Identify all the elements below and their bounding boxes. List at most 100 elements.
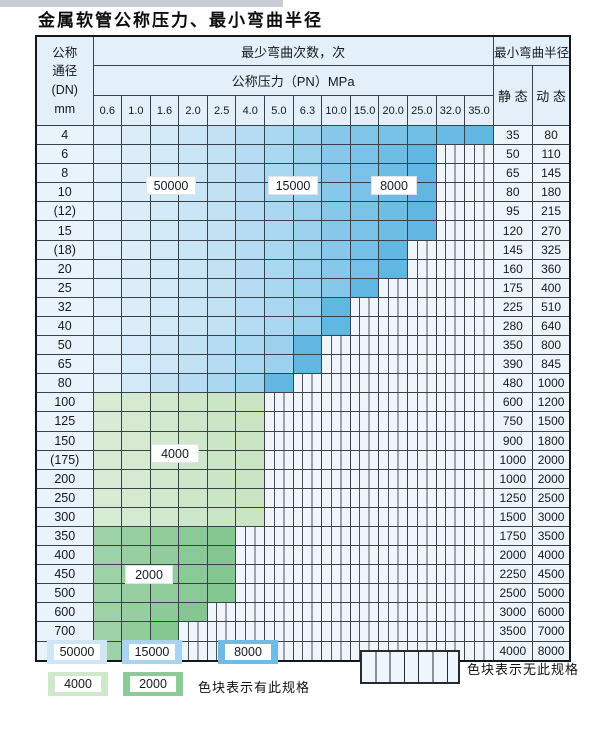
bend-cell [149, 545, 180, 566]
bend-cell [464, 239, 494, 260]
bend-cycles-value-label: 15000 [268, 176, 318, 195]
bend-cell [407, 545, 437, 566]
bend-cell [264, 373, 294, 394]
bend-cell [121, 545, 151, 566]
dynamic-radius-cell: 4500 [531, 564, 571, 585]
bend-cell [378, 201, 409, 222]
bend-cell [378, 144, 409, 165]
bend-cell [206, 220, 237, 241]
bend-cell [407, 487, 437, 508]
bend-cell [178, 144, 208, 165]
bend-cell [435, 583, 466, 604]
bend-cell [349, 201, 380, 222]
bend-cell [464, 506, 494, 527]
pn-column-header: 5.0 [264, 95, 294, 126]
bend-cell [378, 296, 409, 317]
bend-cell [235, 468, 266, 489]
bend-cell [407, 449, 437, 470]
static-radius-cell: 900 [492, 430, 533, 451]
bend-cell [235, 411, 266, 432]
bend-cell [235, 277, 266, 298]
bend-cell [92, 525, 123, 547]
bend-cell [407, 239, 437, 260]
dn-label-cell: 350 [35, 525, 94, 547]
dynamic-radius-cell: 2500 [531, 487, 571, 508]
dynamic-radius-cell: 510 [531, 296, 571, 317]
bend-cell [435, 468, 466, 489]
bend-cell [292, 640, 323, 662]
bend-cell [149, 354, 180, 375]
bend-cell [321, 545, 351, 566]
bend-cell [292, 124, 323, 146]
bend-cell [178, 258, 208, 279]
bend-cell [121, 258, 151, 279]
bend-cell [464, 411, 494, 432]
pressure-header: 公称压力（PN）MPa [92, 65, 494, 96]
bend-cell [321, 506, 351, 527]
bend-cell [349, 335, 380, 356]
bend-cell [435, 239, 466, 260]
bend-cycles-value-label: 2000 [125, 565, 173, 584]
bend-cell [178, 373, 208, 394]
bend-cell [206, 277, 237, 298]
legend-swatch-label: 4000 [55, 676, 101, 692]
bend-cell [349, 277, 380, 298]
bend-cell [178, 392, 208, 413]
bend-cell [92, 124, 123, 146]
dn-label-cell: 200 [35, 468, 94, 489]
legend-swatch-label: 50000 [54, 644, 100, 660]
dn-label-cell: 300 [35, 506, 94, 527]
bend-cell [206, 468, 237, 489]
bend-cell [464, 487, 494, 508]
bend-cell [321, 124, 351, 146]
bend-cell [349, 315, 380, 337]
bend-cell [206, 545, 237, 566]
dn-label-cell: 50 [35, 335, 94, 356]
dn-label-cell: 400 [35, 545, 94, 566]
bend-cell [378, 315, 409, 337]
bend-cycles-value-label: 4000 [151, 444, 199, 463]
bend-cell [321, 335, 351, 356]
bend-cell [349, 545, 380, 566]
bend-cell [349, 354, 380, 375]
bend-cell [149, 487, 180, 508]
bend-cell [464, 277, 494, 298]
bend-cell [235, 506, 266, 527]
bend-cell [264, 220, 294, 241]
bend-cell [149, 602, 180, 623]
bend-cell [235, 583, 266, 604]
static-radius-cell: 120 [492, 220, 533, 241]
table-row: 200 1000 2000 [35, 468, 571, 489]
static-radius-cell: 600 [492, 392, 533, 413]
dynamic-radius-cell: 4000 [531, 545, 571, 566]
bend-cell [264, 315, 294, 337]
dynamic-radius-cell: 400 [531, 277, 571, 298]
bend-cell [235, 487, 266, 508]
dn-label-cell: 450 [35, 564, 94, 585]
bend-cell [349, 258, 380, 279]
static-radius-cell: 50 [492, 144, 533, 165]
bend-cell [407, 144, 437, 165]
dn-label-cell: 8 [35, 163, 94, 184]
bend-cell [321, 468, 351, 489]
bend-cell [464, 220, 494, 241]
bend-cell [464, 258, 494, 279]
bend-cell [92, 392, 123, 413]
bend-cell [321, 239, 351, 260]
bend-cell [292, 354, 323, 375]
bend-cycles-header: 最少弯曲次数，次 [92, 35, 494, 66]
bend-cell [292, 277, 323, 298]
dynamic-radius-cell: 5000 [531, 583, 571, 604]
bend-cell [321, 640, 351, 662]
table-row: 80040008000 [35, 640, 571, 662]
bend-cell [235, 392, 266, 413]
bend-cell [206, 564, 237, 585]
bend-cell [349, 124, 380, 146]
bend-cell [206, 258, 237, 279]
bend-cell [206, 449, 237, 470]
static-radius-cell: 80 [492, 182, 533, 203]
static-radius-cell: 480 [492, 373, 533, 394]
dynamic-header: 动 态 [531, 65, 571, 126]
bend-cell [178, 124, 208, 146]
bend-cell [264, 525, 294, 547]
